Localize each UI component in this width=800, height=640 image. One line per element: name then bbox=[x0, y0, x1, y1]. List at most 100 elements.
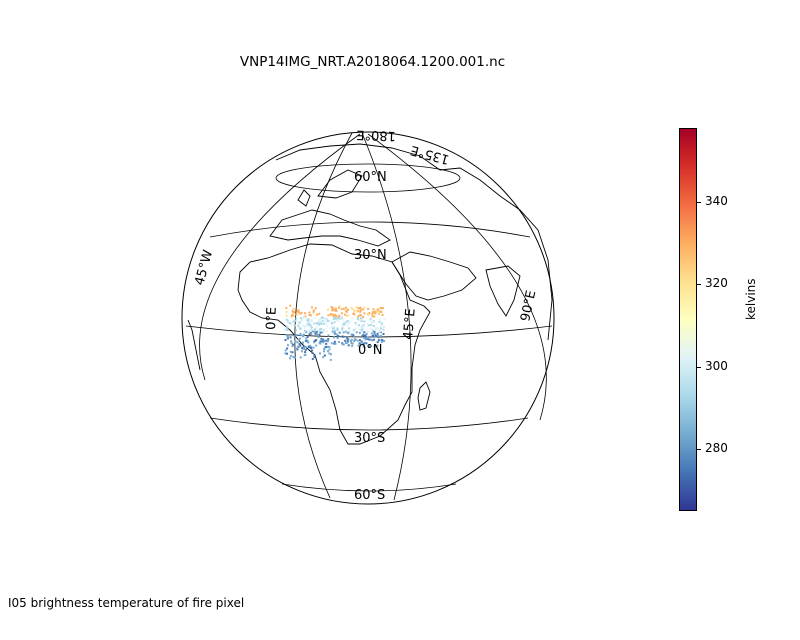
fire-pixel bbox=[376, 341, 379, 344]
fire-pixel bbox=[327, 334, 330, 337]
fire-pixel bbox=[359, 310, 362, 313]
fire-pixel bbox=[289, 304, 292, 307]
fire-pixel bbox=[319, 328, 321, 331]
fire-pixel bbox=[299, 312, 302, 315]
fire-pixel bbox=[375, 309, 378, 312]
fire-pixel bbox=[314, 317, 316, 320]
fire-pixel bbox=[289, 357, 291, 360]
fire-pixel bbox=[359, 306, 362, 309]
label-180e: 180°E bbox=[356, 127, 396, 143]
fire-pixel bbox=[291, 345, 294, 348]
fire-pixel bbox=[357, 344, 360, 347]
fire-pixel bbox=[322, 323, 325, 326]
fire-pixel bbox=[364, 334, 367, 337]
fire-pixel bbox=[367, 312, 370, 315]
fire-pixel bbox=[318, 323, 321, 326]
fire-pixel bbox=[346, 338, 349, 341]
arabia-coastline bbox=[391, 251, 477, 301]
fire-pixel bbox=[329, 320, 332, 323]
colorbar bbox=[679, 128, 799, 513]
fire-pixel bbox=[308, 329, 311, 332]
fire-pixel bbox=[286, 347, 289, 350]
fire-pixel bbox=[285, 307, 288, 310]
fire-pixel bbox=[381, 339, 384, 342]
fire-pixel bbox=[290, 340, 293, 343]
fire-pixel bbox=[379, 330, 382, 332]
fire-pixel bbox=[342, 307, 345, 310]
fire-pixel bbox=[371, 321, 373, 324]
fire-pixel bbox=[350, 342, 353, 345]
fire-pixel bbox=[382, 333, 385, 335]
fire-pixel bbox=[300, 317, 303, 320]
fire-pixel bbox=[333, 331, 336, 334]
fire-pixel bbox=[341, 318, 343, 321]
fire-pixel bbox=[284, 339, 287, 341]
fire-pixel bbox=[302, 345, 305, 348]
fire-pixel bbox=[355, 310, 358, 313]
fire-pixel bbox=[303, 326, 306, 329]
fire-pixel bbox=[293, 356, 296, 359]
fire-pixel bbox=[285, 311, 288, 313]
meridian-45e bbox=[361, 132, 412, 501]
fire-pixel bbox=[370, 324, 373, 326]
fire-pixel bbox=[311, 329, 314, 332]
fire-pixel bbox=[304, 345, 307, 348]
fire-pixel bbox=[292, 319, 295, 322]
fire-pixel bbox=[320, 337, 323, 340]
fire-pixel bbox=[299, 356, 302, 359]
fire-pixel bbox=[377, 339, 380, 342]
fire-pixel bbox=[358, 324, 360, 327]
fire-pixel bbox=[335, 309, 338, 312]
fire-pixel bbox=[293, 320, 296, 323]
fire-pixel bbox=[323, 354, 326, 357]
fire-pixel bbox=[286, 329, 289, 331]
fire-pixel bbox=[382, 328, 385, 331]
fire-pixel bbox=[312, 310, 315, 313]
fire-pixel bbox=[345, 306, 348, 309]
fire-pixel bbox=[323, 319, 326, 322]
fire-pixel bbox=[383, 340, 386, 343]
fire-pixel bbox=[367, 307, 370, 310]
fire-pixel bbox=[319, 318, 322, 321]
fire-pixel bbox=[363, 341, 366, 344]
fire-pixel bbox=[356, 339, 359, 342]
fire-pixel bbox=[296, 341, 299, 344]
fire-pixel bbox=[345, 310, 348, 313]
fire-pixel bbox=[363, 320, 366, 323]
fire-pixel bbox=[311, 352, 314, 355]
colorbar-gradient bbox=[679, 128, 697, 511]
fire-pixel bbox=[376, 344, 379, 347]
fire-pixel bbox=[318, 320, 321, 323]
fire-pixel bbox=[380, 307, 383, 310]
fire-pixel bbox=[358, 314, 361, 317]
fire-pixel bbox=[306, 324, 309, 327]
fire-pixel bbox=[373, 345, 376, 348]
fire-pixel bbox=[316, 333, 319, 336]
fire-pixel bbox=[290, 315, 293, 318]
fire-pixel bbox=[331, 325, 334, 328]
fire-pixel bbox=[366, 323, 369, 325]
fire-pixel bbox=[310, 332, 313, 335]
fire-pixel bbox=[325, 330, 328, 333]
fire-pixel bbox=[304, 353, 307, 356]
fire-pixel bbox=[342, 323, 345, 326]
fire-pixel bbox=[358, 342, 361, 345]
fire-pixel bbox=[295, 334, 298, 337]
fire-pixel bbox=[292, 314, 295, 317]
fire-pixel bbox=[358, 331, 361, 334]
fire-pixel bbox=[363, 312, 366, 315]
fire-pixel bbox=[341, 343, 344, 346]
fire-pixel bbox=[360, 314, 362, 317]
fire-pixel bbox=[329, 313, 332, 315]
fire-pixel bbox=[290, 323, 293, 326]
fire-pixel bbox=[334, 329, 337, 332]
fire-pixel bbox=[374, 328, 377, 330]
fire-pixel bbox=[336, 327, 339, 330]
colorbar-tick-mark bbox=[697, 202, 701, 204]
fire-pixel bbox=[298, 327, 301, 330]
fire-pixel bbox=[291, 351, 294, 354]
fire-pixel bbox=[377, 327, 380, 330]
fire-pixel bbox=[383, 318, 386, 321]
fire-pixel bbox=[361, 318, 363, 321]
fire-pixel bbox=[315, 326, 318, 329]
